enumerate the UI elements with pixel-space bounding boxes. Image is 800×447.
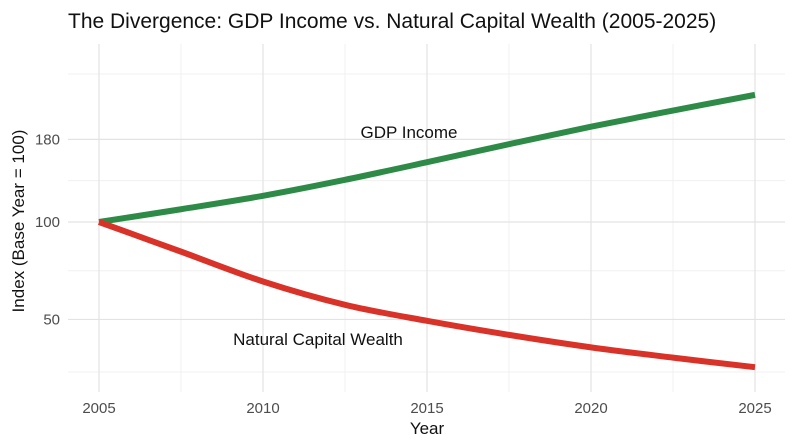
y-axis-tick-labels: 50 100 180	[35, 131, 60, 328]
y-tick-label: 50	[43, 311, 60, 328]
series-lines	[97, 91, 756, 371]
series-line-natural-capital-wealth	[97, 219, 756, 371]
y-tick-label: 100	[35, 214, 60, 231]
x-tick-label: 2010	[246, 400, 279, 417]
series-label-gdp-income: GDP Income	[360, 123, 457, 142]
series-labels: GDP Income Natural Capital Wealth	[233, 123, 457, 349]
chart-title: The Divergence: GDP Income vs. Natural C…	[68, 10, 716, 33]
series-line-gdp-income	[98, 91, 756, 225]
x-tick-label: 2005	[82, 400, 115, 417]
x-tick-label: 2015	[410, 400, 443, 417]
y-axis-label: Index (Base Year = 100)	[9, 130, 28, 313]
x-axis-label: Year	[410, 419, 445, 438]
major-gridlines	[68, 44, 785, 392]
y-tick-label: 180	[35, 131, 60, 148]
x-axis-tick-labels: 2005 2010 2015 2020 2025	[82, 400, 771, 417]
series-label-natural-capital-wealth: Natural Capital Wealth	[233, 330, 403, 349]
x-tick-label: 2020	[574, 400, 607, 417]
x-tick-label: 2025	[738, 400, 771, 417]
